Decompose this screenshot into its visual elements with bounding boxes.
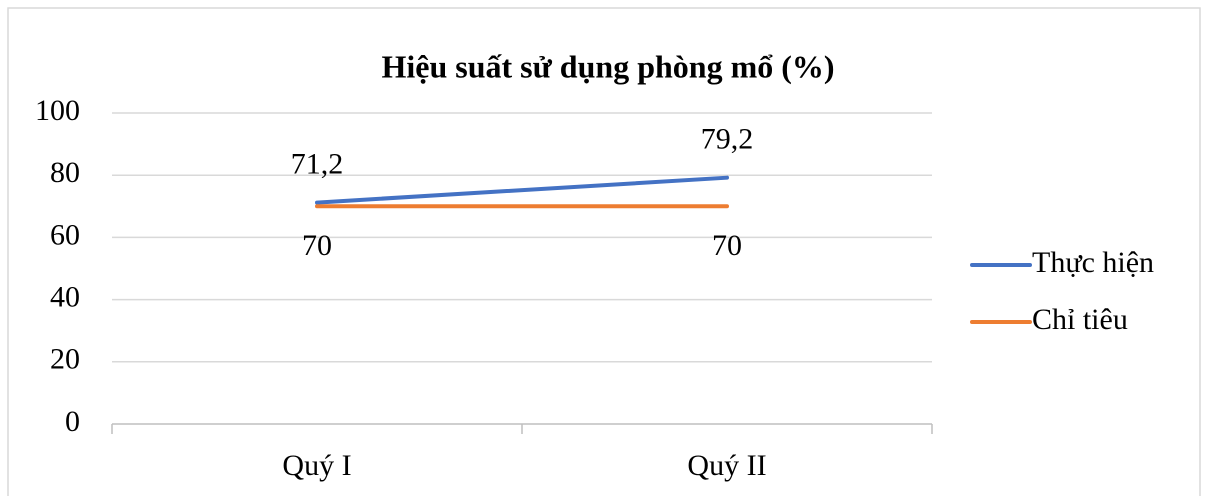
- x-tick-label: Quý II: [687, 449, 766, 482]
- chart-title: Hiệu suất sử dụng phòng mổ (%): [381, 48, 834, 84]
- y-tick-label: 100: [35, 94, 80, 127]
- legend-label: Thực hiện: [1032, 246, 1154, 279]
- y-tick-label: 80: [50, 156, 80, 189]
- data-label: 79,2: [701, 123, 754, 156]
- series-line: [315, 175, 729, 205]
- y-tick-label: 60: [50, 218, 80, 251]
- data-label: 70: [712, 229, 742, 262]
- chart-border: [7, 7, 1201, 496]
- x-tick-label: Quý I: [282, 449, 351, 482]
- data-label: 70: [302, 229, 332, 262]
- y-tick-label: 40: [50, 280, 80, 313]
- y-tick-label: 20: [50, 343, 80, 376]
- y-tick-label: 0: [65, 405, 80, 438]
- legend-label: Chỉ tiêu: [1032, 303, 1128, 336]
- data-label: 71,2: [291, 147, 344, 180]
